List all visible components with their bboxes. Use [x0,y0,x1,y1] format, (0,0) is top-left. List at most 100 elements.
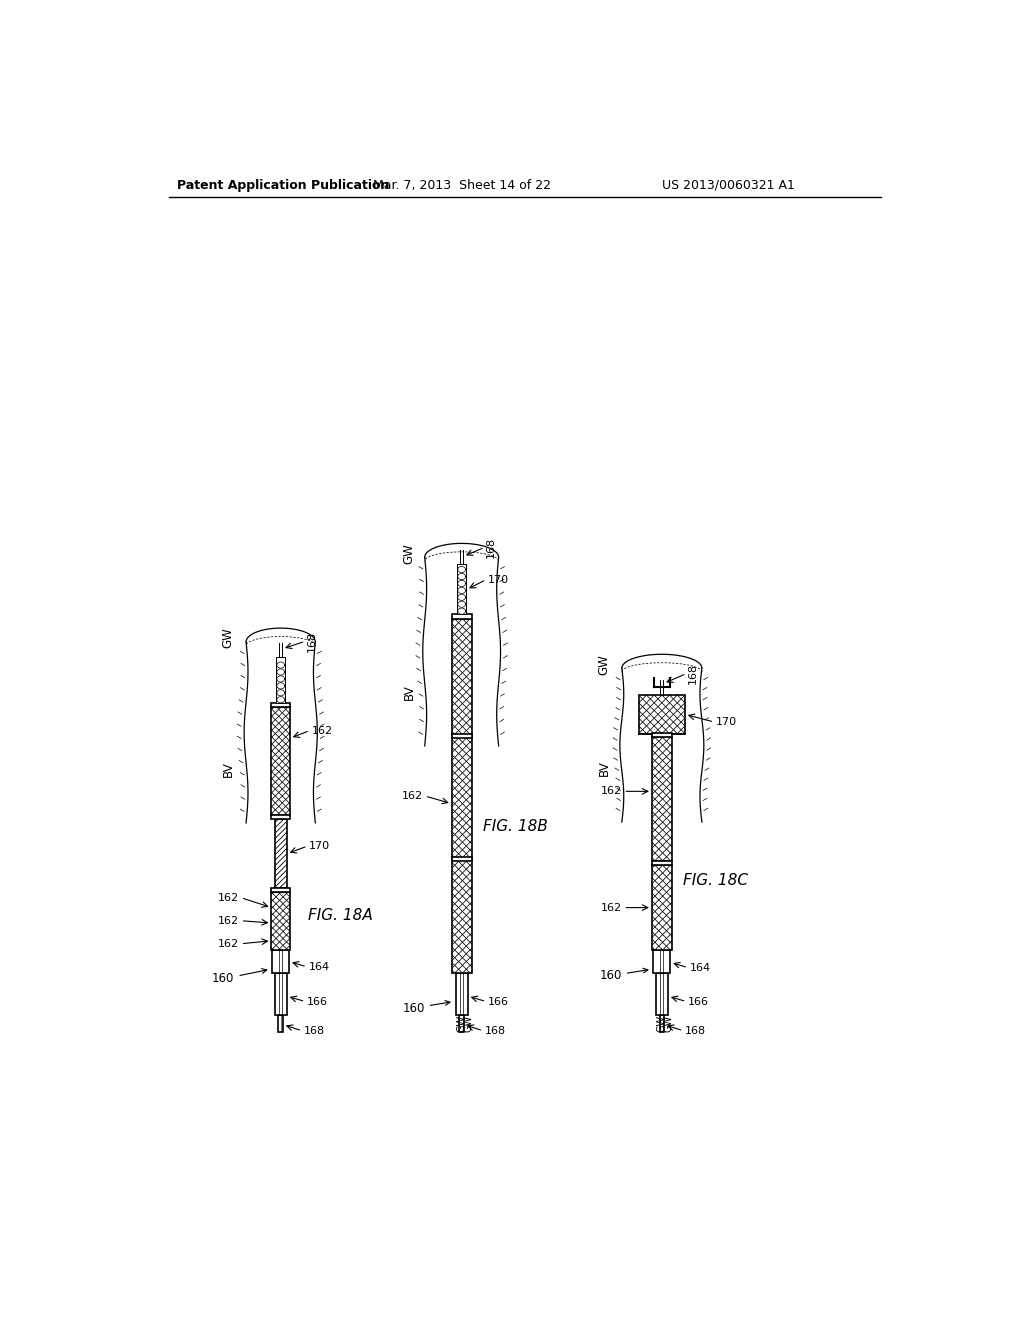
Bar [639,696,685,734]
Bar [271,892,290,950]
Bar [652,866,672,950]
Bar [652,738,672,861]
Bar [271,892,290,950]
Bar [271,708,290,816]
Bar [652,738,672,861]
Bar [639,696,685,734]
Bar [652,738,672,861]
Bar [271,708,290,816]
Bar [652,866,672,950]
Bar [639,696,685,734]
Bar [271,708,290,816]
Bar [271,708,290,816]
Bar [452,619,472,973]
Bar [271,708,290,816]
Bar [274,818,287,888]
Bar [652,738,672,861]
Bar [452,619,472,973]
Bar [271,708,290,816]
Bar [452,619,472,973]
Bar [652,738,672,861]
Bar [639,696,685,734]
Bar [639,696,685,734]
Bar [271,892,290,950]
Bar [652,738,672,861]
Bar [274,818,287,888]
Bar [652,738,672,861]
Bar [271,892,290,950]
Bar [639,696,685,734]
Bar [452,619,472,973]
Bar [652,866,672,950]
Bar [452,619,472,973]
Bar [452,619,472,973]
Bar [452,619,472,973]
Bar [271,708,290,816]
Bar [271,708,290,816]
Bar [452,619,472,973]
Bar [452,619,472,973]
Bar [652,738,672,861]
Bar [271,892,290,950]
Bar [452,619,472,973]
Bar [271,708,290,816]
Bar [274,818,287,888]
Bar [652,866,672,950]
Bar [271,708,290,816]
Bar [452,619,472,973]
Bar [271,708,290,816]
Bar [452,619,472,973]
Bar [271,708,290,816]
Bar [652,866,672,950]
Bar [652,738,672,861]
Bar [652,738,672,861]
Bar [452,619,472,973]
Bar [652,738,672,861]
Bar [452,619,472,973]
Bar [271,892,290,950]
Bar [271,892,290,950]
Bar [639,696,685,734]
Bar [271,708,290,816]
Bar [452,619,472,973]
Bar [652,866,672,950]
Text: BV: BV [402,684,416,700]
Bar [639,696,685,734]
Bar [652,738,672,861]
Bar [639,696,685,734]
Bar [652,738,672,861]
Bar [271,708,290,816]
Bar [452,619,472,973]
Bar [452,619,472,973]
Bar [639,696,685,734]
Text: 168: 168 [688,663,698,684]
Text: 164: 164 [689,962,711,973]
Bar [452,619,472,973]
Bar [452,619,472,973]
Bar [452,619,472,973]
Bar [271,708,290,816]
Bar [452,619,472,973]
Bar [452,619,472,973]
Bar [652,866,672,950]
Bar [452,619,472,973]
Bar [652,866,672,950]
Bar [652,738,672,861]
Bar [274,818,287,888]
Bar [452,619,472,973]
Bar [274,818,287,888]
Bar [271,708,290,816]
Bar [452,619,472,973]
Bar [452,619,472,973]
Bar [452,857,472,862]
Bar [452,619,472,973]
Bar [652,738,672,861]
Bar [452,619,472,973]
Bar [271,892,290,950]
Bar [276,656,286,702]
Text: 162: 162 [218,916,240,925]
Bar [652,866,672,950]
Bar [639,696,685,734]
Bar [452,619,472,973]
Bar [452,619,472,973]
